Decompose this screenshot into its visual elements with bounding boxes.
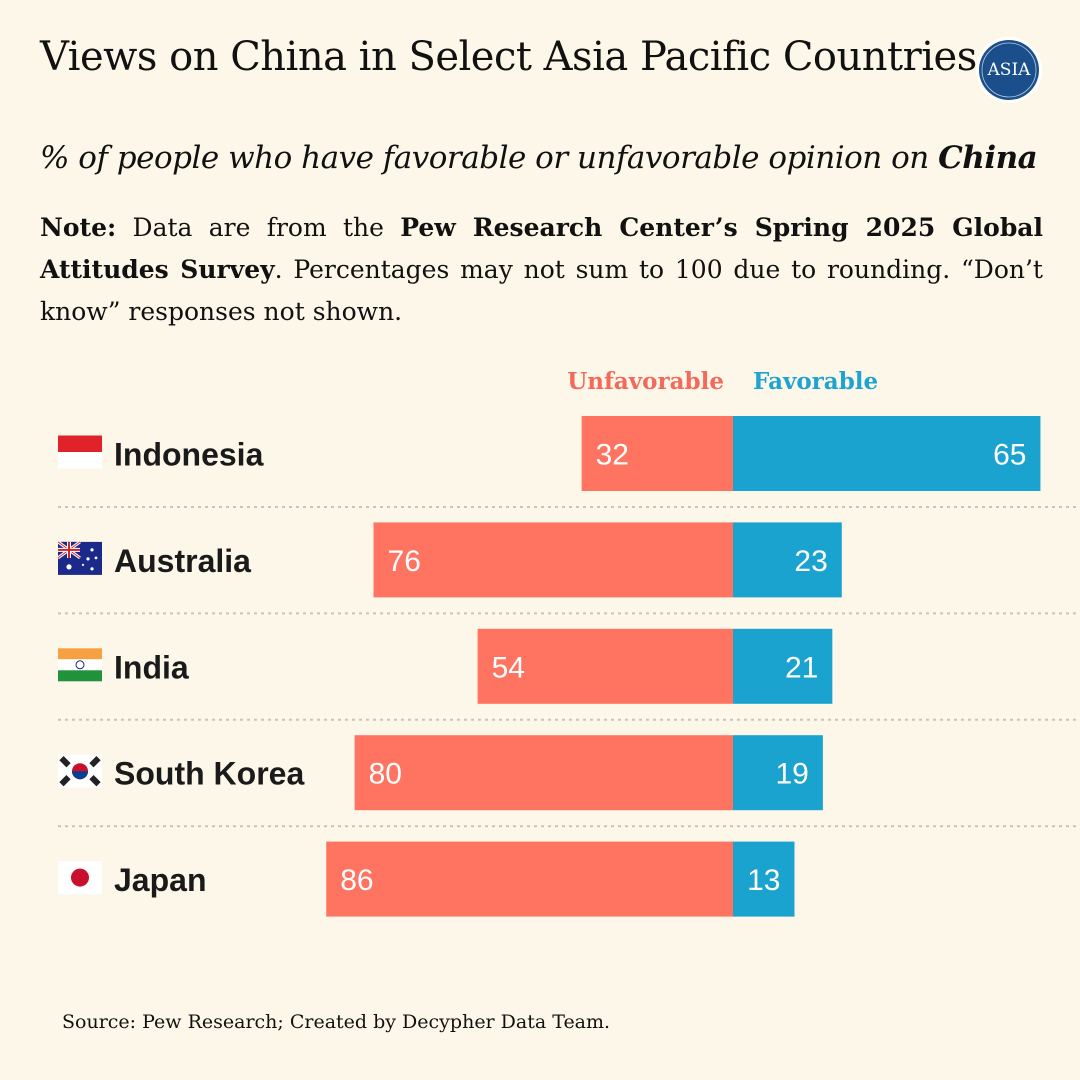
label-favorable: 21: [785, 651, 818, 684]
india-flag-icon: [58, 648, 102, 682]
country-label: Indonesia: [114, 437, 264, 473]
indonesia-flag-icon: [58, 435, 102, 469]
label-unfavorable: 86: [340, 864, 373, 897]
chart-subtitle: % of people who have favorable or unfavo…: [40, 140, 1038, 176]
japan-flag-icon: [58, 861, 102, 895]
note-survey-name: Pew Research Center’s Spring 2025 Global…: [40, 213, 1043, 284]
note-label: Note:: [40, 213, 117, 242]
south-korea-flag-icon: [58, 754, 102, 788]
bar-favorable: [733, 735, 823, 811]
svg-text:ASIA: ASIA: [987, 60, 1032, 80]
subtitle-text: % of people who have favorable or unfavo…: [40, 140, 939, 176]
bar-favorable: [733, 841, 795, 917]
label-favorable: 19: [775, 758, 808, 791]
australia-flag-icon: [57, 540, 102, 575]
bar-unfavorable: [354, 735, 733, 811]
bar-favorable: [733, 628, 833, 704]
label-favorable: 65: [993, 439, 1026, 472]
country-label: Japan: [114, 862, 206, 898]
bar-unfavorable: [326, 841, 733, 917]
country-label: Australia: [114, 543, 251, 579]
legend-favorable: Favorable: [753, 368, 879, 395]
label-unfavorable: 32: [596, 439, 629, 472]
source-note: Source: Pew Research; Created by Decyphe…: [62, 1011, 611, 1033]
label-favorable: 23: [794, 545, 827, 578]
asia-logo: ASIA: [976, 37, 1042, 103]
bar-unfavorable: [373, 522, 733, 598]
diverging-bar-chart: Indonesia 32 65 Australia 76 23 India 54 21 South…: [57, 416, 1078, 917]
chart-note: Note: Data are from the Pew Research Cen…: [40, 207, 1043, 333]
bar-favorable: [733, 522, 842, 598]
legend-unfavorable: Unfavorable: [567, 368, 724, 395]
note-text-1: Data are from the: [116, 213, 401, 242]
bar-unfavorable: [477, 628, 733, 704]
label-favorable: 13: [747, 864, 780, 897]
label-unfavorable: 80: [369, 758, 402, 791]
country-label: South Korea: [114, 756, 304, 792]
bar-favorable: [733, 416, 1041, 491]
bar-unfavorable: [581, 416, 733, 491]
country-label: India: [114, 649, 189, 685]
subtitle-emphasis: China: [938, 140, 1038, 176]
label-unfavorable: 76: [388, 545, 421, 578]
page-title: Views on China in Select Asia Pacific Co…: [40, 34, 977, 80]
label-unfavorable: 54: [492, 651, 525, 684]
note-text-2: . Percentages may not sum to 100 due to …: [40, 255, 1043, 326]
